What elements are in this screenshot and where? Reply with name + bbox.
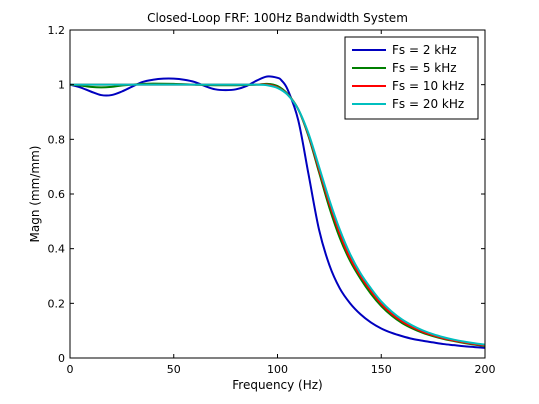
y-tick-label: 0.2 (48, 297, 66, 310)
x-tick-label: 50 (167, 363, 181, 376)
ticks-layer: 0 50 100 150 200 0 0.2 0.4 0.6 0.8 1 1.2 (48, 24, 496, 376)
legend-label: Fs = 2 kHz (392, 43, 457, 57)
x-axis-label: Frequency (Hz) (232, 378, 323, 392)
chart-title: Closed-Loop FRF: 100Hz Bandwidth System (147, 11, 408, 25)
x-tick-label: 0 (67, 363, 74, 376)
legend-label: Fs = 5 kHz (392, 61, 457, 75)
x-tick-label: 200 (475, 363, 496, 376)
y-tick-label: 1.2 (48, 24, 66, 37)
x-tick-label: 150 (371, 363, 392, 376)
y-axis-label: Magn (mm/mm) (28, 146, 42, 243)
plot-frame (69, 29, 486, 359)
series-line-fs-2-khz (69, 75, 486, 349)
y-tick-label: 0 (58, 352, 65, 365)
y-tick-label: 0.4 (48, 243, 66, 256)
y-tick-label: 1 (58, 79, 65, 92)
x-tick-label: 100 (267, 363, 288, 376)
y-tick-label: 0.6 (48, 188, 66, 201)
legend-label: Fs = 10 kHz (392, 79, 464, 93)
series-line-fs-20-khz (69, 83, 486, 346)
y-tick-label: 0.8 (48, 133, 66, 146)
series-layer (69, 75, 486, 349)
legend-label: Fs = 20 kHz (392, 97, 464, 111)
legend: Fs = 2 kHz Fs = 5 kHz Fs = 10 kHz Fs = 20 k… (344, 36, 479, 120)
